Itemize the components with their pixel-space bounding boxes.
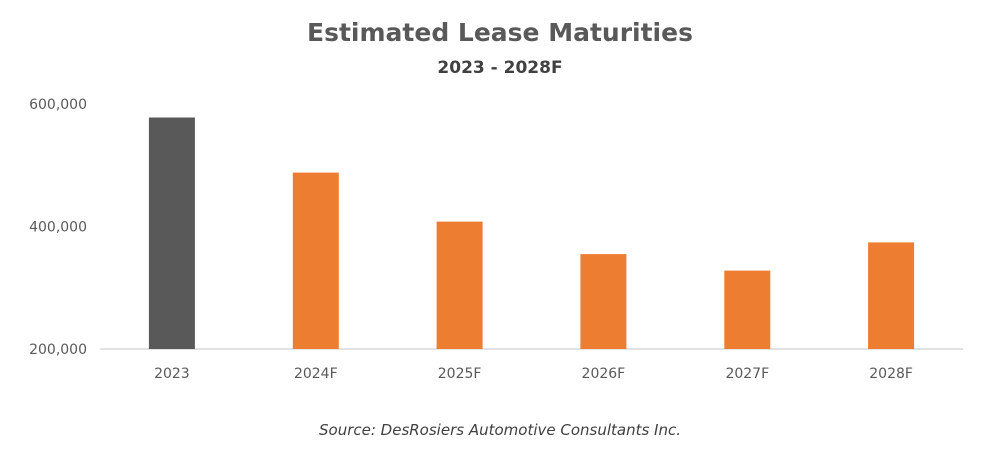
x-tick-label: 2026F	[582, 366, 626, 382]
bar-2028f	[868, 242, 915, 349]
bar-2023	[148, 117, 195, 349]
x-tick-label: 2028F	[869, 366, 913, 382]
y-tick-label: 600,000	[29, 97, 87, 113]
bar-2025f	[436, 221, 483, 349]
bar-2026f	[580, 254, 627, 349]
source-note: Source: DesRosiers Automotive Consultant…	[319, 421, 681, 439]
x-tick-label: 2025F	[438, 366, 482, 382]
bar-2027f	[724, 270, 771, 349]
chart-title: Estimated Lease Maturities	[307, 18, 693, 47]
y-tick-label: 400,000	[29, 220, 87, 236]
bar-2024f	[292, 172, 339, 349]
y-tick-label: 200,000	[29, 342, 87, 358]
x-axis: 2023 2024F 2025F 2026F 2027F 2028F	[154, 366, 913, 382]
x-tick-label: 2024F	[294, 366, 338, 382]
chart-subtitle: 2023 - 2028F	[437, 58, 563, 78]
x-tick-label: 2027F	[725, 366, 769, 382]
x-tick-label: 2023	[154, 366, 190, 382]
bars-group	[148, 117, 915, 349]
y-axis: 200,000 400,000 600,000	[29, 97, 87, 358]
